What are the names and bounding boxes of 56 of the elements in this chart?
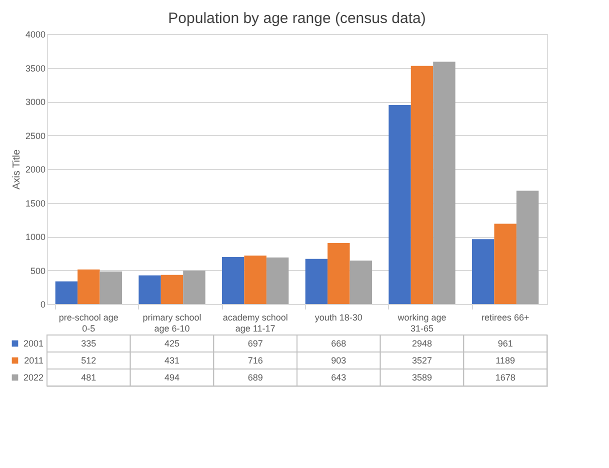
x-tick-label: youth 18-30 xyxy=(314,312,362,322)
bar xyxy=(350,260,372,304)
bar xyxy=(100,272,122,304)
bar xyxy=(222,256,244,304)
y-tick-label: 500 xyxy=(30,266,46,276)
chart-title: Population by age range (census data) xyxy=(168,10,426,27)
legend-label: 2022 xyxy=(23,372,44,382)
bar xyxy=(78,269,100,304)
bar xyxy=(328,243,350,304)
x-tick-label: working age 31-65 xyxy=(396,312,446,334)
x-tick-label: pre-school age 0-5 xyxy=(58,312,118,334)
data-label: 716 xyxy=(248,356,263,366)
y-axis-title: Axis Title xyxy=(11,149,22,190)
y-tick-label: 0 xyxy=(40,300,46,310)
bar xyxy=(160,274,184,304)
data-label: 668 xyxy=(331,338,346,348)
data-label: 335 xyxy=(81,338,96,348)
data-label: 1678 xyxy=(495,372,516,382)
bar xyxy=(55,281,78,304)
x-tick-label: retirees 66+ xyxy=(481,312,530,322)
y-tick-label: 3500 xyxy=(25,63,46,74)
bar xyxy=(410,66,434,304)
bar xyxy=(433,62,456,304)
y-tick-label: 2500 xyxy=(25,130,46,141)
data-label: 3527 xyxy=(412,356,432,366)
data-label: 3589 xyxy=(412,372,432,382)
bar xyxy=(244,256,266,304)
bar xyxy=(138,275,161,304)
data-label: 2948 xyxy=(412,338,432,348)
data-label: 494 xyxy=(164,372,180,382)
legend-label: 2011 xyxy=(24,356,44,366)
data-label: 425 xyxy=(164,338,180,348)
x-tick-label: primary school age 6-10 xyxy=(142,312,202,334)
y-tick-label: 1500 xyxy=(25,198,46,208)
data-label: 961 xyxy=(498,338,513,348)
data-label: 1189 xyxy=(496,356,516,366)
y-tick-label: 2000 xyxy=(25,164,46,174)
bar xyxy=(494,224,516,304)
data-label: 481 xyxy=(81,372,96,382)
y-tick-label: 3000 xyxy=(25,97,46,107)
bar xyxy=(305,258,328,304)
data-label: 512 xyxy=(81,356,96,366)
data-label: 689 xyxy=(248,372,263,382)
y-tick-label: 4000 xyxy=(25,30,46,40)
bar xyxy=(266,257,289,304)
data-label: 903 xyxy=(331,356,346,366)
x-tick-label: academy school age 11-17 xyxy=(222,312,288,334)
data-label: 697 xyxy=(248,338,263,348)
bar xyxy=(516,190,539,304)
data-label: 643 xyxy=(331,372,346,382)
bar xyxy=(183,270,206,304)
y-tick-label: 1000 xyxy=(25,232,46,242)
data-label: 431 xyxy=(164,356,180,366)
legend-label: 2001 xyxy=(23,338,44,348)
bar xyxy=(472,239,494,304)
bar xyxy=(388,105,411,304)
